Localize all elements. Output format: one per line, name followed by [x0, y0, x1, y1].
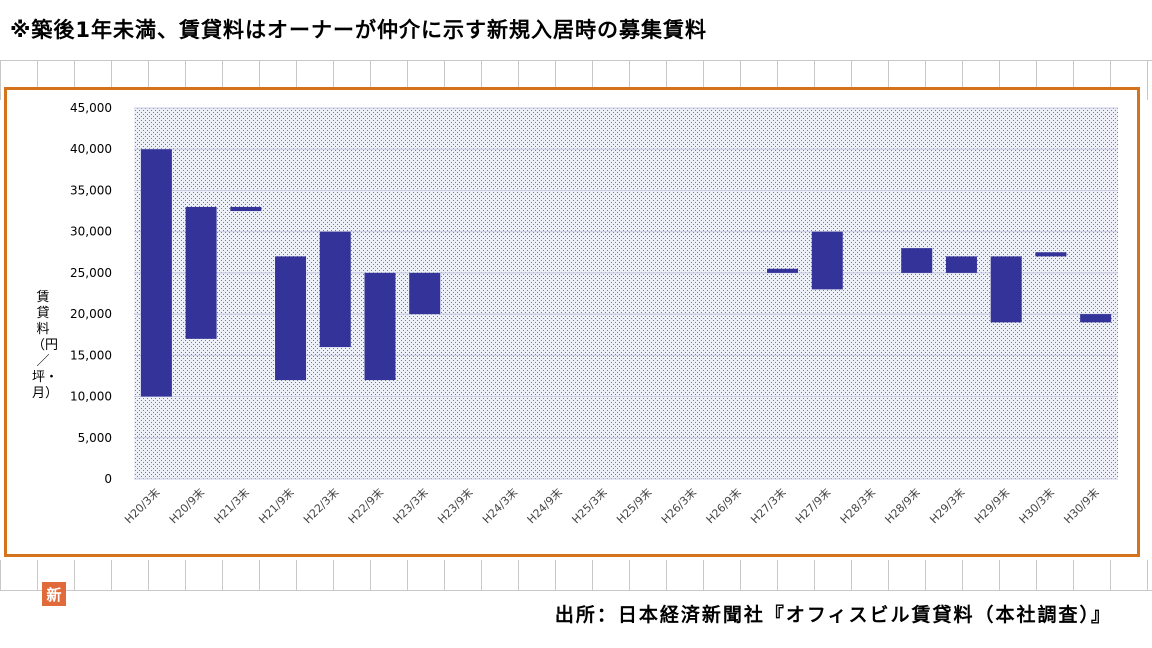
x-tick-label: H20/9末 — [166, 485, 207, 526]
bar-H27/3末[interactable] — [767, 268, 799, 273]
x-tick-label: H25/9末 — [613, 485, 654, 526]
y-tick-label: 5,000 — [78, 431, 112, 445]
bar-H23/3末[interactable] — [409, 272, 441, 315]
header-note: ※築後1年未満、賃貸料はオーナーが仲介に示す新規入居時の募集賃料 — [10, 18, 708, 42]
bar-H30/9末[interactable] — [1080, 314, 1112, 323]
bar-H20/9末[interactable] — [185, 206, 217, 339]
bar-H28/9末[interactable] — [901, 248, 933, 273]
y-tick-label: 25,000 — [70, 266, 112, 280]
bar-H30/3末[interactable] — [1035, 252, 1067, 257]
y-tick-label: 15,000 — [70, 348, 112, 362]
bar-H22/3末[interactable] — [319, 231, 351, 348]
chart-frame[interactable]: 賃貸料（円／坪・月） 新 45,000 40,000 35,000 30,000 25,… — [4, 87, 1140, 606]
y-tick-label: 45,000 — [70, 101, 112, 115]
bar-H29/9末[interactable] — [990, 256, 1022, 323]
sheet-line — [0, 590, 1152, 591]
spreadsheet-grid-bottom — [0, 560, 1152, 590]
x-tick-label: H26/9末 — [703, 485, 744, 526]
x-tick-label: H20/3末 — [121, 485, 162, 526]
bar-H29/3末[interactable] — [945, 256, 977, 273]
bar-H27/9末[interactable] — [811, 231, 843, 290]
bar-H22/9末[interactable] — [364, 272, 396, 381]
x-tick-label: H26/3末 — [658, 485, 699, 526]
x-tick-label: H28/9末 — [882, 485, 923, 526]
x-tick-label: H23/9末 — [435, 485, 476, 526]
x-tick-label: H24/9末 — [524, 485, 565, 526]
y-tick-label: 20,000 — [70, 307, 112, 321]
y-tick-label: 0 — [104, 472, 112, 486]
y-tick-label: 40,000 — [70, 142, 112, 156]
x-tick-label: H27/9末 — [792, 485, 833, 526]
x-tick-label: H23/3末 — [390, 485, 431, 526]
bar-H21/3末[interactable] — [230, 206, 262, 212]
x-tick-label: H30/9末 — [1061, 485, 1102, 526]
x-tick-label: H29/3末 — [927, 485, 968, 526]
y-tick-label: 10,000 — [70, 390, 112, 404]
source-note: 出所：日本経済新聞社『オフィスビル賃貸料（本社調査）』 — [554, 604, 1112, 626]
new-badge-icon: 新 — [42, 582, 66, 606]
x-tick-label: H28/3末 — [837, 485, 878, 526]
x-tick-label: H22/9末 — [345, 485, 386, 526]
x-tick-label: H29/9末 — [971, 485, 1012, 526]
x-tick-label: H24/3末 — [479, 485, 520, 526]
x-tick-label: H21/9末 — [256, 485, 297, 526]
x-tick-label: H30/3末 — [1016, 485, 1057, 526]
y-axis-label: 賃貸料（円／坪・月） — [32, 290, 59, 401]
x-tick-label: H25/3末 — [569, 485, 610, 526]
bar-H21/9末[interactable] — [275, 256, 307, 381]
x-tick-label: H22/3末 — [300, 485, 341, 526]
bar-chart: 45,000 40,000 35,000 30,000 25,000 20,000 15,0… — [70, 101, 1118, 526]
y-tick-label: 30,000 — [70, 225, 112, 239]
y-tick-label: 35,000 — [70, 183, 112, 197]
x-tick-label: H21/3末 — [211, 485, 252, 526]
x-tick-label: H27/3末 — [748, 485, 789, 526]
bar-H20/3末[interactable] — [140, 149, 172, 397]
